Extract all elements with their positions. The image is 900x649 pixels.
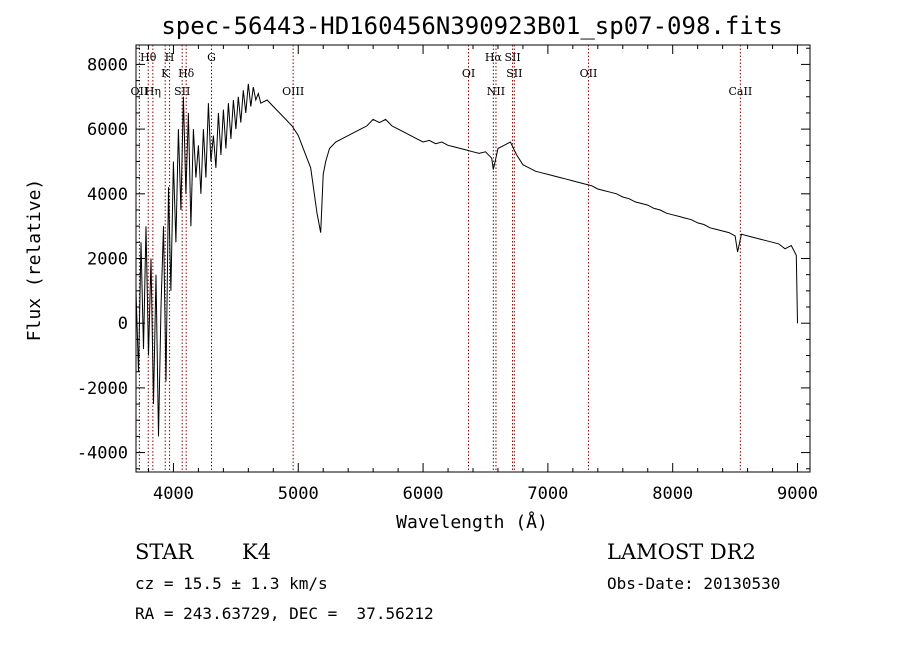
survey-name: LAMOST DR2 (607, 540, 756, 564)
line-label-H: H (165, 51, 175, 64)
object-class: STAR (135, 540, 194, 564)
y-axis-label: Flux (relative) (24, 179, 45, 342)
x-tick-label: 6000 (403, 484, 444, 504)
x-tick-label: 8000 (652, 484, 693, 504)
x-tick-label: 5000 (278, 484, 319, 504)
object-subclass: K4 (242, 540, 272, 564)
line-label-SII: SII (504, 51, 520, 64)
spectral-line-markers (138, 45, 741, 472)
observation-date: Obs-Date: 20130530 (607, 574, 781, 593)
y-tick-label: 2000 (87, 250, 128, 270)
line-label-G: G (207, 51, 216, 64)
line-label-Hη: Hη (145, 85, 161, 98)
line-label-K: K (161, 67, 170, 80)
x-axis-label: Wavelength (Å) (396, 511, 548, 533)
redshift-velocity: cz = 15.5 ± 1.3 km/s (135, 574, 328, 593)
x-axis-ticks: 4000 5000 6000 7000 8000 9000 (147, 45, 818, 504)
spectrum-line (135, 83, 798, 437)
line-label-OII: OII (580, 67, 598, 80)
y-tick-label: 8000 (87, 55, 128, 75)
x-tick-label: 9000 (777, 484, 818, 504)
line-label-Hδ: Hδ (178, 67, 195, 80)
y-tick-label: -2000 (77, 379, 128, 399)
x-tick-label: 4000 (153, 484, 194, 504)
line-label-OIII: OIII (282, 85, 304, 98)
y-tick-label: -4000 (77, 444, 128, 464)
y-tick-label: 4000 (87, 185, 128, 205)
y-tick-label: 0 (118, 314, 128, 334)
y-axis-ticks: -4000 -2000 0 2000 4000 6000 8000 (77, 47, 810, 470)
line-label-Hα: Hα (485, 51, 503, 64)
line-label-CaII: CaII (729, 85, 753, 98)
line-label-SII: SII (174, 85, 190, 98)
y-tick-label: 6000 (87, 120, 128, 140)
coordinates: RA = 243.63729, DEC = 37.56212 (135, 604, 434, 623)
line-label-OI: OI (462, 67, 475, 80)
line-label-Hθ: Hθ (140, 51, 157, 64)
chart-title: spec-56443-HD160456N390923B01_sp07-098.f… (161, 12, 782, 40)
line-label-OII: OII (131, 85, 149, 98)
x-tick-label: 7000 (527, 484, 568, 504)
line-label-NII: NII (487, 85, 505, 98)
line-label-SII: SII (506, 67, 522, 80)
